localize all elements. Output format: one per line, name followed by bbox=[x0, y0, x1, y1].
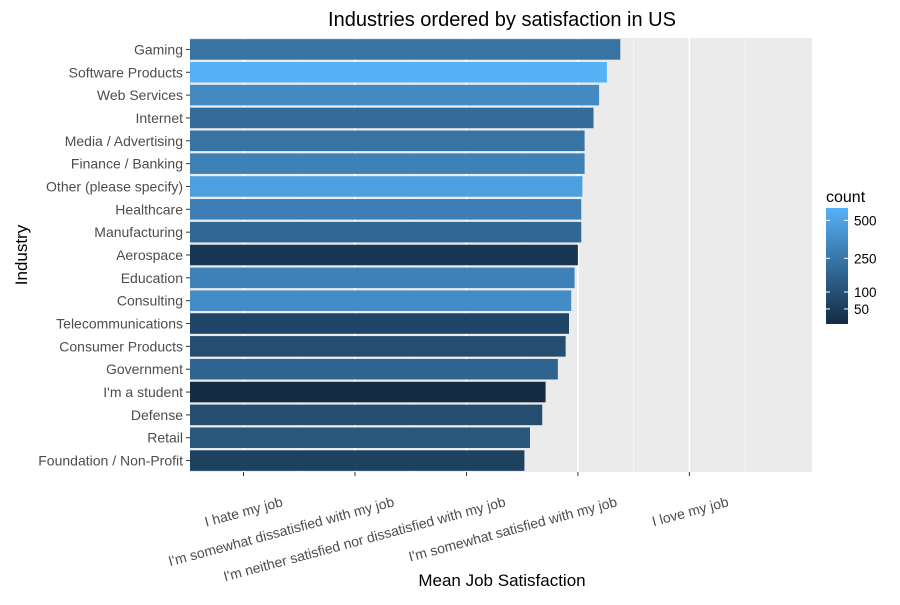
y-tick-label: Defense bbox=[131, 407, 183, 423]
chart-title: Industries ordered by satisfaction in US bbox=[328, 9, 676, 31]
legend-tick-label: 100 bbox=[854, 285, 877, 300]
bar bbox=[190, 39, 621, 60]
x-axis-title: Mean Job Satisfaction bbox=[418, 571, 585, 590]
bar bbox=[190, 290, 572, 311]
bar bbox=[190, 199, 582, 220]
bar bbox=[190, 427, 530, 449]
bar bbox=[190, 450, 525, 471]
bar bbox=[190, 61, 607, 83]
y-tick-label: Media / Advertising bbox=[65, 133, 183, 149]
legend-tick-label: 250 bbox=[854, 251, 877, 266]
bars-group bbox=[190, 39, 621, 471]
y-tick-label: Internet bbox=[136, 110, 184, 126]
y-tick-label: Healthcare bbox=[115, 201, 183, 217]
bar bbox=[190, 107, 594, 129]
legend-ticks: 500 250 100 50 bbox=[826, 213, 877, 317]
y-tick-label: Aerospace bbox=[116, 247, 183, 263]
y-tick-label: Software Products bbox=[69, 64, 183, 80]
y-tick-labels: Gaming Software Products Web Services Inter… bbox=[38, 41, 190, 469]
bar bbox=[190, 244, 578, 266]
y-tick-label: I'm a student bbox=[103, 384, 183, 400]
bar bbox=[190, 221, 582, 243]
bar bbox=[190, 358, 558, 380]
bar bbox=[190, 176, 583, 197]
legend-tick-label: 50 bbox=[854, 302, 869, 317]
bar bbox=[190, 130, 585, 152]
y-tick-label: Foundation / Non-Profit bbox=[38, 453, 183, 469]
y-tick-label: Finance / Banking bbox=[71, 156, 183, 172]
legend-colorbar bbox=[826, 208, 848, 324]
y-tick-label: Other (please specify) bbox=[46, 178, 183, 194]
bar bbox=[190, 404, 543, 426]
y-tick-label: Gaming bbox=[134, 41, 183, 57]
legend: count 500 250 100 50 bbox=[826, 189, 877, 324]
bar bbox=[190, 336, 566, 357]
y-tick-label: Retail bbox=[147, 430, 183, 446]
bar bbox=[190, 267, 575, 289]
y-tick-label: Web Services bbox=[97, 87, 183, 103]
x-tick-label: I'm somewhat satisfied with my job bbox=[407, 493, 619, 564]
bar bbox=[190, 381, 546, 403]
legend-title: count bbox=[826, 189, 866, 206]
y-tick-label: Telecommunications bbox=[56, 316, 183, 332]
y-tick-label: Government bbox=[106, 361, 183, 377]
bar bbox=[190, 313, 569, 334]
y-tick-label: Education bbox=[121, 270, 183, 286]
y-axis-title: Industry bbox=[12, 224, 31, 285]
y-tick-label: Manufacturing bbox=[94, 224, 183, 240]
bar bbox=[190, 84, 600, 106]
x-tick-label: I love my job bbox=[650, 493, 730, 529]
y-tick-label: Consumer Products bbox=[59, 338, 183, 354]
x-tick-label: I hate my job bbox=[203, 493, 285, 529]
bar bbox=[190, 153, 585, 174]
legend-tick-label: 500 bbox=[854, 213, 877, 228]
y-tick-label: Consulting bbox=[117, 293, 183, 309]
